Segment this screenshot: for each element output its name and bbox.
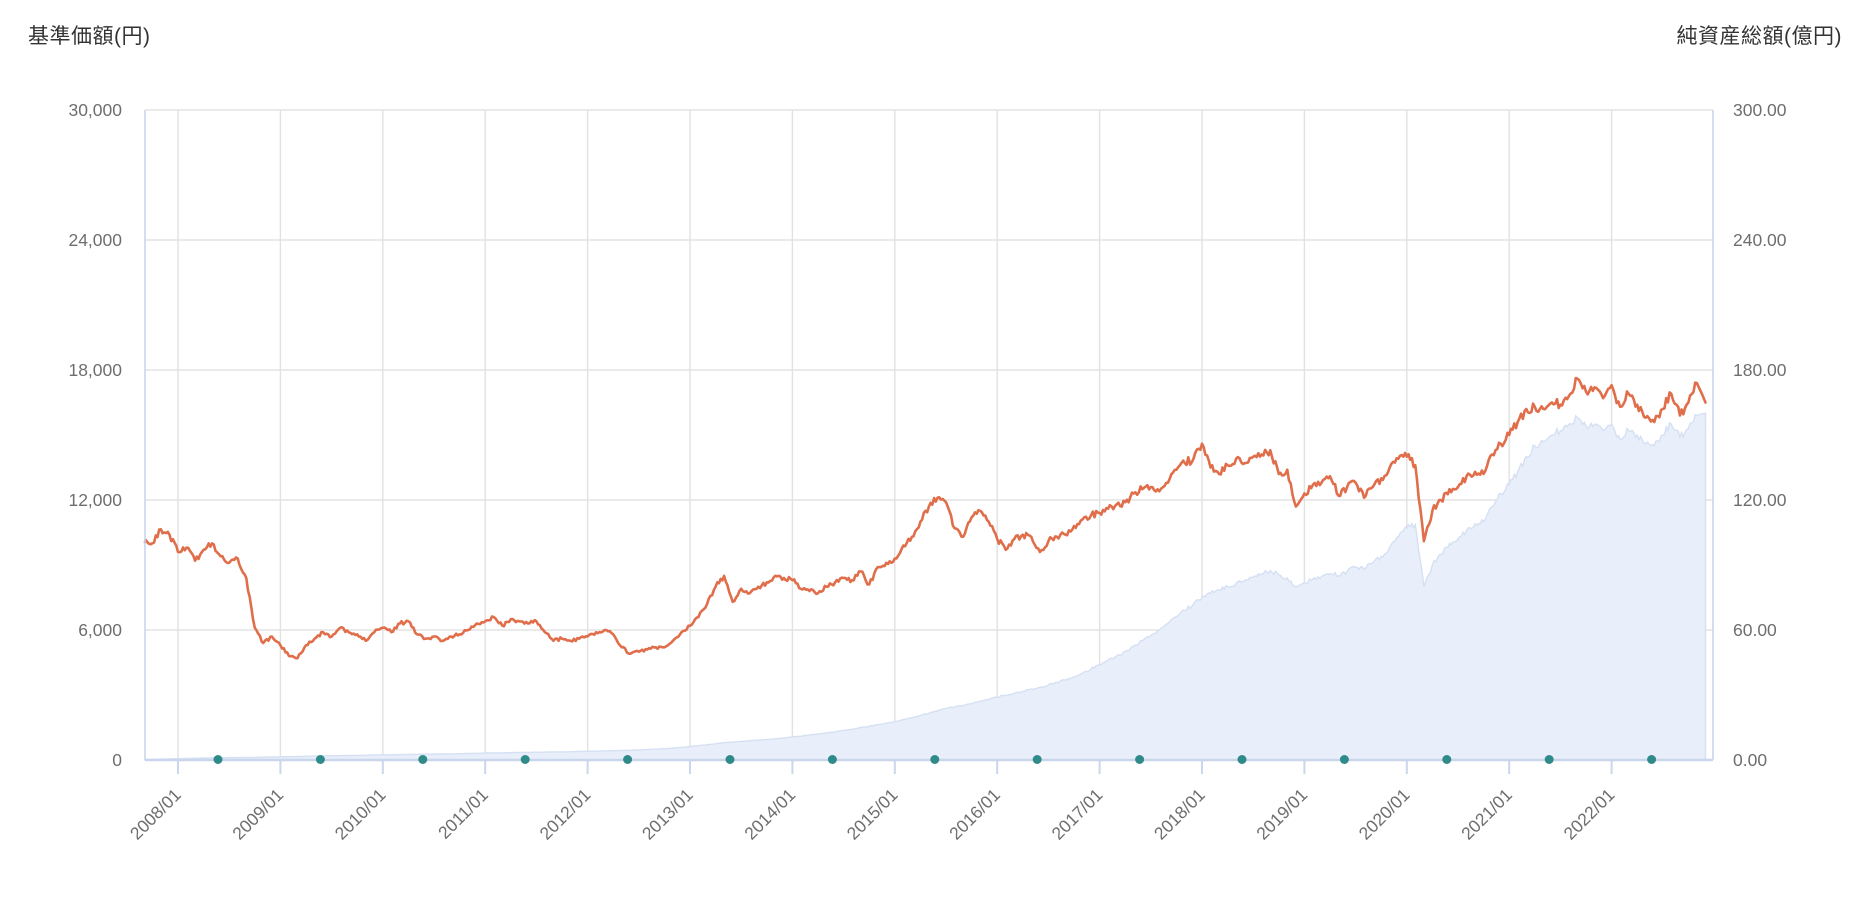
left-axis-title: 基準価額(円)	[28, 25, 151, 48]
x-tick-label: 2021/01	[1457, 785, 1516, 844]
left-tick-label: 18,000	[68, 360, 122, 380]
right-tick-label: 300.00	[1733, 100, 1787, 120]
x-tick-label: 2010/01	[331, 785, 390, 844]
nav-line	[143, 376, 1707, 660]
distribution-marker	[315, 755, 325, 764]
distribution-marker	[1032, 755, 1042, 764]
distribution-marker	[213, 755, 223, 764]
distribution-marker	[1647, 755, 1657, 764]
right-tick-label: 240.00	[1733, 230, 1787, 250]
x-tick-label: 2014/01	[740, 785, 799, 844]
right-tick-label: 0.00	[1733, 750, 1767, 770]
x-tick-label: 2016/01	[945, 785, 1004, 844]
assets-area	[144, 412, 1707, 761]
left-tick-label: 24,000	[68, 230, 122, 250]
distribution-marker	[930, 755, 940, 764]
x-tick-label: 2022/01	[1560, 785, 1619, 844]
x-tick-label: 2019/01	[1252, 785, 1311, 844]
x-tick-label: 2018/01	[1150, 785, 1209, 844]
distribution-marker	[1135, 755, 1145, 764]
distribution-marker	[1442, 755, 1452, 764]
left-tick-label: 6,000	[78, 620, 122, 640]
distribution-marker	[1339, 755, 1349, 764]
left-tick-label: 0	[112, 750, 122, 770]
distribution-marker	[827, 755, 837, 764]
right-tick-label: 180.00	[1733, 360, 1787, 380]
left-tick-label: 30,000	[68, 100, 122, 120]
distribution-marker	[418, 755, 428, 764]
x-tick-label: 2012/01	[536, 785, 595, 844]
distribution-marker	[1237, 755, 1247, 764]
distribution-marker	[623, 755, 633, 764]
x-tick-label: 2015/01	[843, 785, 902, 844]
distribution-marker	[520, 755, 530, 764]
right-tick-label: 60.00	[1733, 620, 1777, 640]
x-tick-label: 2009/01	[228, 785, 287, 844]
right-tick-label: 120.00	[1733, 490, 1787, 510]
x-tick-label: 2008/01	[126, 785, 185, 844]
distribution-marker	[725, 755, 735, 764]
distribution-marker	[1544, 755, 1554, 764]
x-tick-label: 2013/01	[638, 785, 697, 844]
x-tick-label: 2020/01	[1355, 785, 1414, 844]
right-axis-title: 純資産総額(億円)	[1676, 25, 1842, 48]
x-tick-label: 2017/01	[1048, 785, 1107, 844]
x-tick-label: 2011/01	[434, 785, 492, 843]
left-tick-label: 12,000	[68, 490, 122, 510]
